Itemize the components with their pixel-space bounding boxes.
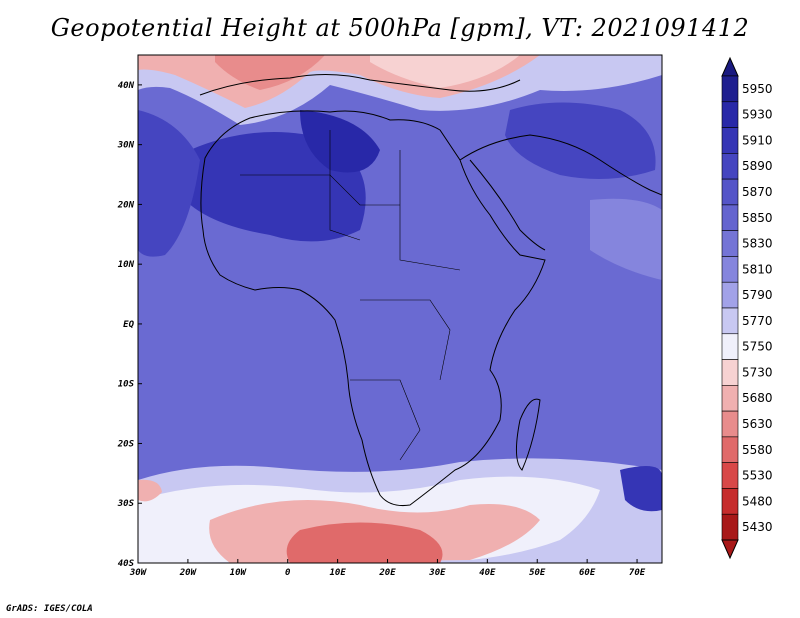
colorbar-label: 5730: [742, 365, 773, 379]
colorbar-swatch: [721, 307, 739, 335]
lon-tick-label: 40E: [479, 568, 496, 578]
colorbar-swatch: [721, 385, 739, 412]
colorbar-label: 5890: [742, 159, 773, 173]
colorbar-swatch: [721, 488, 739, 515]
colorbar-top-cap: [721, 56, 739, 77]
lon-tick-label: 50E: [529, 568, 546, 578]
border-line: [329, 130, 361, 241]
colorbar-label: 5950: [742, 82, 773, 96]
colorbar-swatch: [721, 256, 739, 283]
lon-tick-label: 70E: [629, 568, 646, 578]
colorbar-label: 5870: [742, 185, 773, 199]
south-trough-core: [286, 522, 443, 563]
colorbar-swatch: [721, 153, 739, 180]
colorbar-label: 5680: [742, 391, 773, 405]
grads-credit: GrADS: IGES/COLA: [6, 604, 93, 614]
borders: [240, 130, 461, 461]
longitude-ticks: 30W 20W 10W 0 10E 20E 30E 40E 50E 60E 70E: [129, 559, 646, 578]
madagascar-coast: [516, 398, 541, 471]
colorbar-swatch: [721, 127, 739, 154]
colorbar-swatch: [721, 359, 739, 386]
lat-tick-label: 30N: [117, 141, 135, 151]
lon-tick-label: 20E: [378, 568, 396, 578]
lat-tick-label: 40S: [118, 559, 135, 569]
asia-coast: [459, 134, 662, 196]
arabia-ridge: [505, 102, 656, 179]
lat-tick-label: 20N: [117, 200, 135, 210]
colorbar-swatch: [721, 513, 739, 541]
colorbar-swatch: [721, 75, 739, 103]
sahara-ridge-core: [300, 110, 380, 173]
border-line: [350, 379, 421, 461]
border-line: [360, 299, 451, 381]
lon-tick-label: 0: [285, 568, 291, 578]
colorbar-label: 5770: [742, 314, 773, 328]
lat-tick-label: EQ: [123, 320, 134, 330]
colorbar-bottom-cap: [721, 539, 739, 560]
colorbar-label: 5530: [742, 469, 773, 483]
lon-tick-label: 10E: [329, 568, 346, 578]
colorbar-label: 5430: [742, 520, 773, 534]
colorbar: 5950 5930 5910 5890 5870 5850 5830 5810 5790 5770…: [721, 56, 773, 560]
border-line: [399, 150, 461, 271]
colorbar-label: 5930: [742, 108, 773, 122]
lon-tick-label: 30W: [129, 568, 148, 578]
lon-tick-label: 10W: [230, 568, 248, 578]
colorbar-label: 5850: [742, 211, 773, 225]
colorbar-label: 5830: [742, 237, 773, 251]
lat-tick-label: 30S: [117, 499, 135, 509]
colorbar-label: 5480: [742, 494, 773, 508]
lon-tick-label: 30E: [428, 568, 446, 578]
colorbar-label: 5910: [742, 133, 773, 147]
colorbar-swatch: [721, 230, 739, 257]
europe-coast: [199, 73, 521, 96]
latitude-ticks: 40N 30N 20N 10N EQ 10S 20S 30S 40S: [117, 81, 142, 569]
east-med-trough: [370, 55, 520, 88]
colorbar-swatch: [721, 333, 739, 360]
colorbar-swatch: [721, 436, 739, 463]
colorbar-swatch: [721, 462, 739, 489]
lat-tick-label: 10S: [118, 380, 135, 390]
lon-tick-label: 60E: [579, 568, 596, 578]
border-line: [240, 174, 400, 206]
colorbar-swatch: [721, 204, 739, 231]
indian-ocean-patch: [590, 198, 662, 280]
chart-title: Geopotential Height at 500hPa [gpm], VT:…: [50, 14, 750, 42]
north-trough-core: [215, 55, 325, 90]
southeast-ridge: [620, 466, 662, 512]
red-sea-coast: [469, 159, 546, 251]
lat-tick-label: 10N: [118, 260, 135, 270]
colorbar-swatch: [721, 101, 739, 128]
colorbar-swatch: [721, 410, 739, 438]
africa-coast: [200, 110, 546, 506]
lon-tick-label: 20W: [179, 568, 198, 578]
atlantic-ridge: [138, 110, 200, 257]
colorbar-label: 5810: [742, 262, 773, 276]
colorbar-swatch: [721, 178, 739, 206]
lat-tick-label: 40N: [118, 81, 135, 91]
coastlines: [199, 73, 662, 506]
southwest-low: [138, 479, 162, 502]
colorbar-label: 5790: [742, 288, 773, 302]
map-frame: [137, 54, 663, 564]
colorbar-label: 5750: [742, 340, 773, 354]
lat-tick-label: 20S: [117, 439, 135, 449]
colorbar-label: 5580: [742, 443, 773, 457]
height-field: [138, 55, 662, 563]
colorbar-swatch: [721, 281, 739, 309]
colorbar-label: 5630: [742, 417, 773, 431]
